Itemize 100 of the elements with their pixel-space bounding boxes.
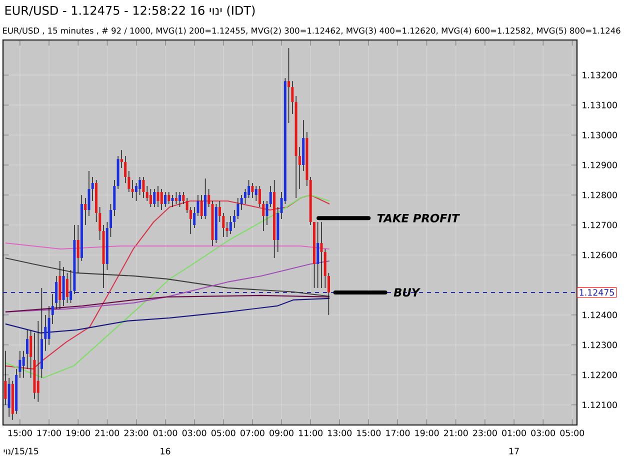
candlestick <box>328 272 330 316</box>
candlestick <box>251 182 254 198</box>
chart-title: EUR/USD - 1.12475 - 12:58:22 16 יוני (IDT) <box>5 6 255 16</box>
x-tick-label: 23:00 <box>124 430 148 436</box>
text: 16 <box>160 448 170 454</box>
candlestick <box>258 186 261 208</box>
candlestick <box>70 270 72 304</box>
candlestick <box>229 216 232 234</box>
y-tick-label: 1.13100 <box>582 102 617 108</box>
candlestick <box>18 350 22 378</box>
candlestick <box>62 266 65 306</box>
candlestick <box>254 186 258 202</box>
candlestick <box>76 224 80 274</box>
candlestick <box>131 180 134 198</box>
candlestick <box>113 180 116 216</box>
candlestick <box>138 176 142 196</box>
y-tick-label: 1.13000 <box>582 132 617 138</box>
candlestick <box>200 194 203 220</box>
x-tick-label: 23:00 <box>473 430 497 436</box>
candlestick <box>189 206 192 234</box>
y-tick-label: 1.12400 <box>582 312 617 318</box>
y-tick-label: 1.12800 <box>582 192 617 198</box>
candlestick <box>36 320 40 402</box>
candlestick <box>153 188 156 208</box>
candlestick <box>22 350 25 378</box>
candlestick <box>204 178 206 220</box>
candlestick <box>30 330 32 378</box>
candlestick <box>262 200 265 232</box>
candlestick <box>128 170 130 192</box>
x-tick-label: 15:00 <box>357 430 381 436</box>
x-tick-label: 07:00 <box>240 430 264 436</box>
candlestick <box>316 222 320 288</box>
candlestick <box>110 204 112 238</box>
candlestick <box>226 222 228 238</box>
x-tick-label: 05:00 <box>560 430 584 436</box>
candlestick <box>58 260 62 310</box>
candlestick <box>182 192 185 204</box>
candlestick <box>168 192 170 204</box>
x-tick-label: 11:00 <box>299 430 322 436</box>
candlestick <box>55 276 58 310</box>
candlestick <box>134 182 138 202</box>
candlestick <box>236 198 240 220</box>
candlestick <box>91 176 94 202</box>
candlestick <box>240 194 243 210</box>
candlestick <box>174 192 178 204</box>
annotation: TAKE PROFIT <box>377 214 460 222</box>
x-tick-label: 19:00 <box>66 430 90 436</box>
x-tick-label: 03:00 <box>531 430 555 436</box>
candlestick <box>193 206 196 228</box>
candlestick <box>298 146 301 190</box>
candlestick <box>269 186 272 208</box>
text: 17 <box>509 448 519 454</box>
x-tick-label: 17:00 <box>386 430 410 436</box>
candlestick <box>142 176 145 198</box>
candlestick <box>218 200 222 222</box>
candlestick <box>233 210 236 228</box>
y-tick-label: 1.12100 <box>582 402 617 408</box>
x-tick-label: 21:00 <box>444 430 468 436</box>
y-tick-label: 1.12600 <box>582 252 617 258</box>
candlestick <box>66 272 68 304</box>
candlestick <box>51 294 54 324</box>
candlestick <box>196 194 200 216</box>
x-tick-label: 15:00 <box>8 430 32 436</box>
x-tick-label: 13:00 <box>328 430 352 436</box>
candlestick <box>324 248 326 288</box>
candlestick <box>26 330 28 370</box>
text: יונ/15/15 <box>4 448 38 456</box>
ref-line-label: 1.12475 <box>580 289 614 296</box>
candlestick <box>160 188 163 210</box>
candlestick <box>98 206 102 240</box>
y-tick-label: 1.12900 <box>582 162 617 168</box>
x-tick-label: 05:00 <box>211 430 236 436</box>
candlestick <box>222 212 225 238</box>
y-tick-label: 1.12300 <box>582 342 617 348</box>
candlestick <box>84 198 87 226</box>
candlestick <box>146 186 148 202</box>
candlestick <box>48 306 50 346</box>
candlestick <box>288 48 290 124</box>
y-tick-label: 1.12700 <box>582 222 617 228</box>
candlestick <box>178 192 182 208</box>
candlestick <box>244 188 246 204</box>
x-tick-label: 03:00 <box>182 430 206 436</box>
candlestick <box>124 156 127 184</box>
x-tick-label: 09:00 <box>270 430 294 436</box>
x-tick-label: 01:00 <box>153 430 178 436</box>
candlestick <box>248 180 250 198</box>
x-tick-label: 21:00 <box>95 430 120 436</box>
x-tick-label: 17:00 <box>37 430 61 436</box>
candlestick <box>44 314 47 352</box>
x-tick-label: 01:00 <box>502 430 526 436</box>
chart-subtitle: EUR/USD , 15 minutes , # 92 / 1000, MVG(1) 200=1.12455, MVG(2) 300=1.12462, MVG(3) 400=1.12620, MVG(4) 600=1.12582, MVG(5) 800=1.1246 <box>3 27 620 35</box>
candlestick <box>171 194 174 208</box>
candlestick <box>120 150 123 168</box>
candlestick <box>150 188 152 208</box>
candlestick <box>186 198 188 214</box>
y-tick-label: 1.12200 <box>582 372 617 378</box>
candlestick <box>164 192 167 208</box>
candlestick <box>291 80 294 114</box>
candlestick <box>208 188 210 208</box>
annotation: BUY <box>394 288 421 297</box>
